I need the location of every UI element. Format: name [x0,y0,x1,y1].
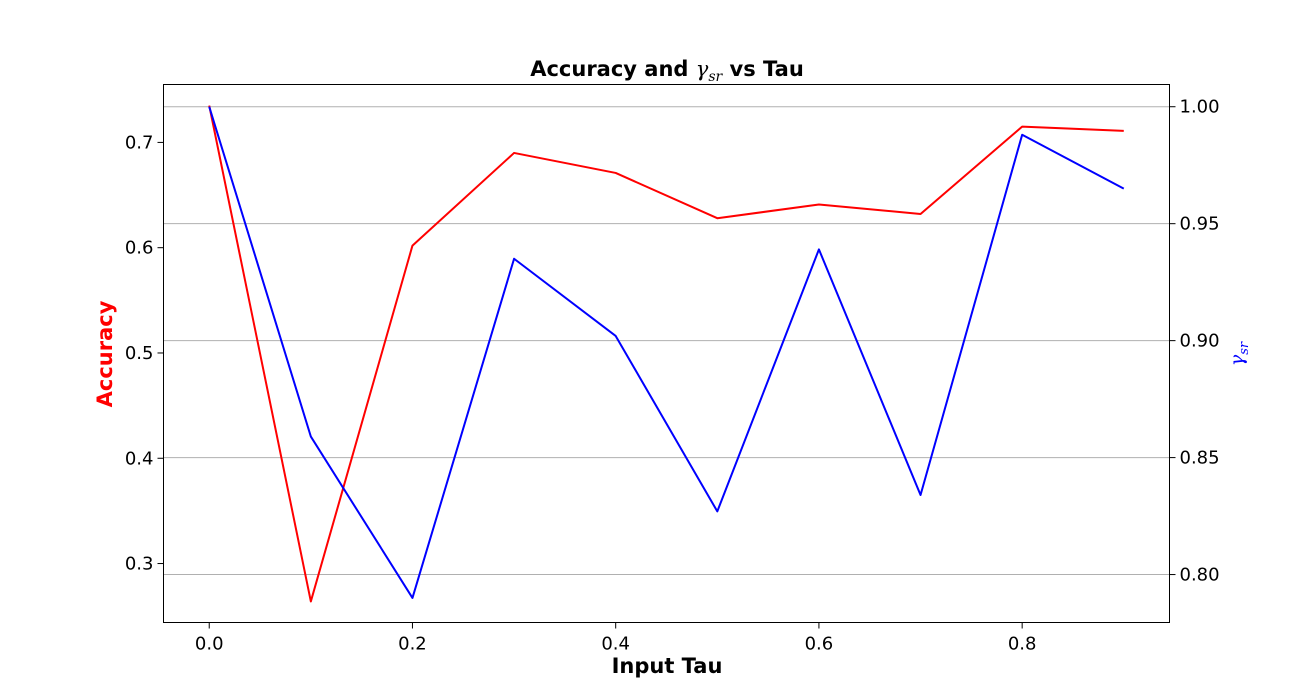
y-left-tick-label-1: 0.4 [125,448,154,469]
x-tick-label-0: 0.0 [195,634,224,655]
series-line-0-left [208,105,1124,603]
y-axis-right-subscript: sr [1237,341,1252,355]
plot-frame [163,84,1170,623]
x-tick-label-1: 0.2 [398,634,427,655]
x-tick-label-2: 0.4 [601,634,630,655]
y-right-tick-label-3: 0.95 [1180,214,1220,235]
grid-layer [163,106,1170,576]
chart-title-suffix: vs Tau [722,57,804,81]
y-right-tick-label-4: 1.00 [1180,97,1220,118]
chart-title-subscript: sr [708,69,723,85]
y-right-tick-label-1: 0.85 [1180,448,1220,469]
chart-title-prefix: Accuracy and [530,57,696,81]
y-left-tick-label-3: 0.6 [125,238,154,259]
y-left-tick-label-2: 0.5 [125,343,154,364]
x-tick-label-3: 0.6 [805,634,834,655]
y-right-tick-label-2: 0.90 [1180,331,1220,352]
series-layer [208,105,1125,603]
y-right-tick-label-0: 0.80 [1180,565,1220,586]
series-line-1-right [208,106,1125,599]
x-axis-label: Input Tau [612,654,723,678]
tick-layer: 0.0 0.2 0.4 0.6 0.8 0.3 0.4 0.5 0.6 0.7 0.80 0.85 0.… [125,97,1220,655]
x-tick-label-4: 0.8 [1008,634,1037,655]
y-axis-left-label: Accuracy [93,300,117,407]
chart-title-symbol: γ [696,57,709,81]
y-left-tick-label-4: 0.7 [125,132,154,153]
y-axis-right-label: γsr [1226,341,1252,366]
y-axis-right-symbol: γ [1226,354,1248,366]
y-left-tick-label-0: 0.3 [125,554,154,575]
chart-title: Accuracy and γsr vs Tau [530,57,804,85]
